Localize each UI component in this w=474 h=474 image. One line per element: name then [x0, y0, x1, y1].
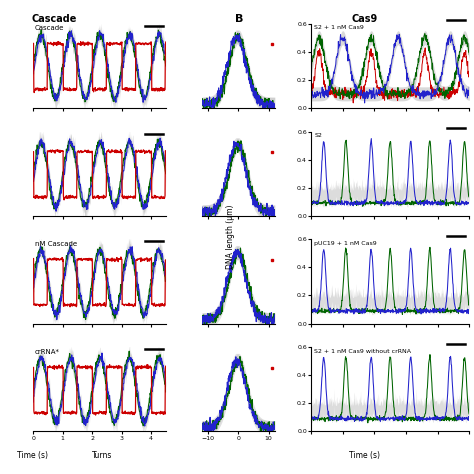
Text: Turns: Turns: [92, 451, 112, 460]
Text: Cascade: Cascade: [32, 14, 77, 24]
Text: crRNA*: crRNA*: [35, 349, 59, 355]
Text: S2 + 1 nM Cas9: S2 + 1 nM Cas9: [314, 26, 364, 30]
Text: B: B: [235, 14, 243, 24]
Text: pUC19 + 1 nM Cas9: pUC19 + 1 nM Cas9: [314, 241, 377, 246]
Text: Cascade: Cascade: [35, 26, 64, 31]
Text: S2: S2: [314, 133, 322, 138]
Text: Time (s): Time (s): [349, 451, 381, 460]
Text: nM Cascade: nM Cascade: [35, 241, 77, 247]
Text: DNA length (μm): DNA length (μm): [226, 205, 235, 269]
Text: Time (s): Time (s): [17, 451, 48, 460]
Text: Cas9: Cas9: [352, 14, 378, 24]
Text: S2 + 1 nM Cas9 without crRNA: S2 + 1 nM Cas9 without crRNA: [314, 349, 411, 354]
